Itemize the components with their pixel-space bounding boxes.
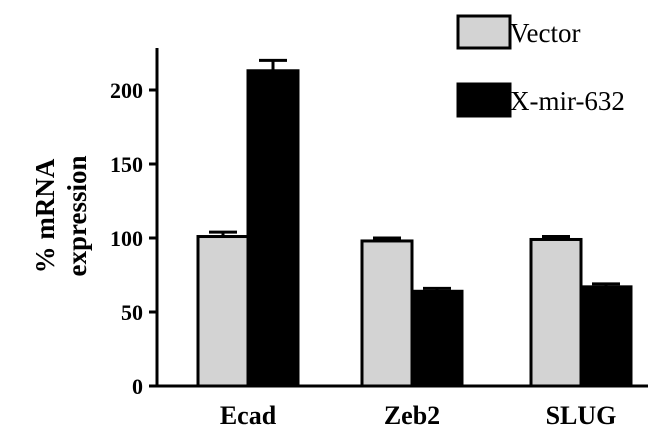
- x-category-label: Ecad: [220, 401, 277, 430]
- y-tick-label: 150: [110, 152, 143, 177]
- bar-ecad-x-mir-632: [246, 69, 300, 388]
- y-axis-title-line: expression: [62, 155, 92, 276]
- y-tick-label: 200: [110, 78, 143, 103]
- legend-swatch: [456, 14, 512, 50]
- y-axis-title: % mRNA expression: [30, 155, 92, 276]
- legend-swatch: [456, 82, 512, 118]
- bar-slug-vector: [529, 237, 583, 388]
- y-tick-label: 50: [121, 300, 143, 325]
- y-axis-ticks: 0 50 100 150 200: [110, 78, 157, 399]
- y-axis-title-line: % mRNA: [30, 158, 60, 273]
- bars: [196, 58, 633, 388]
- x-category-label: Zeb2: [384, 401, 440, 430]
- bar-zeb2-x-mir-632: [410, 289, 464, 388]
- bar-ecad-vector: [196, 235, 250, 388]
- legend: Vector X-mir-632: [456, 14, 625, 118]
- x-axis-category-labels: Ecad Zeb2 SLUG: [220, 401, 617, 430]
- bar-slug-x-mir-632: [579, 285, 633, 388]
- y-tick-label: 100: [110, 226, 143, 251]
- y-tick-label: 0: [132, 374, 143, 399]
- bar-zeb2-vector: [360, 239, 414, 388]
- x-category-label: SLUG: [546, 401, 617, 430]
- legend-label: X-mir-632: [510, 86, 625, 116]
- legend-label: Vector: [510, 18, 580, 48]
